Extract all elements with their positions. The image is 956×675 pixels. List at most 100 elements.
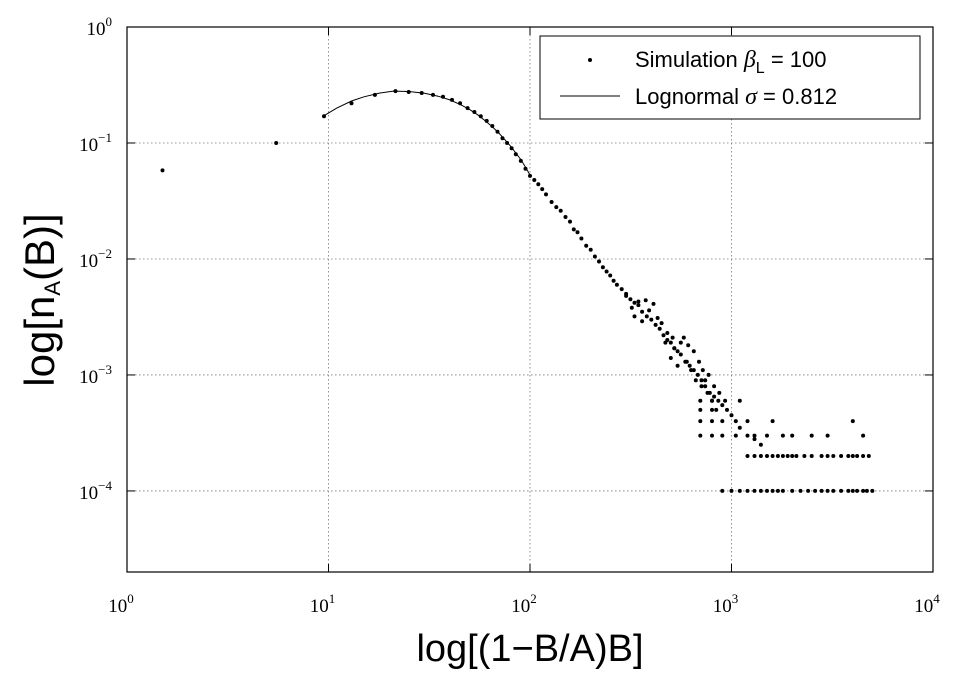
data-point <box>758 454 763 458</box>
data-point <box>720 433 725 438</box>
data-point <box>717 390 722 395</box>
data-point <box>544 192 548 197</box>
data-point <box>604 269 609 274</box>
data-point <box>653 322 658 327</box>
data-point <box>647 308 652 313</box>
data-point <box>850 419 855 424</box>
data-point <box>450 97 454 102</box>
data-point <box>745 433 750 438</box>
y-tick-label: 10−3 <box>79 362 112 388</box>
data-point <box>765 488 769 493</box>
data-point <box>794 454 799 458</box>
data-point <box>729 488 734 493</box>
data-point <box>720 419 725 424</box>
data-point <box>518 158 523 163</box>
data-point <box>697 359 701 364</box>
data-point <box>431 92 435 97</box>
data-point <box>636 303 641 308</box>
data-point <box>716 398 721 403</box>
data-point <box>785 454 790 458</box>
data-point <box>699 384 704 389</box>
data-point <box>839 488 844 493</box>
data-point <box>780 488 785 493</box>
x-tick-label: 102 <box>511 591 537 617</box>
data-point <box>765 433 769 438</box>
data-point <box>549 200 554 204</box>
data-point <box>770 454 775 458</box>
data-point <box>710 433 714 438</box>
data-point <box>725 407 729 412</box>
data-point <box>490 124 495 128</box>
data-point <box>655 316 660 320</box>
data-point <box>698 433 703 438</box>
data-point <box>632 314 637 319</box>
data-point <box>855 454 860 458</box>
data-point <box>714 407 719 412</box>
data-point <box>698 407 703 412</box>
data-point <box>419 91 424 95</box>
data-point <box>600 265 605 270</box>
data-point <box>693 378 698 383</box>
data-point <box>495 129 500 134</box>
data-point <box>798 488 803 493</box>
data-point <box>678 352 683 357</box>
data-point <box>712 394 717 399</box>
data-point <box>706 372 711 377</box>
data-point <box>809 433 814 438</box>
data-point <box>802 454 807 458</box>
data-point <box>745 454 750 458</box>
data-point <box>855 488 860 493</box>
data-point <box>441 94 445 99</box>
tick-labels: 100 101 102 103 104 100 10−1 10−2 10−3 10−4 <box>79 14 940 617</box>
data-point <box>712 384 717 389</box>
legend: Simulation βL = 100 Lognormal σ = 0.812 <box>539 35 921 120</box>
data-point <box>765 454 769 458</box>
data-point <box>790 454 795 458</box>
data-point <box>678 340 683 345</box>
data-point <box>681 335 686 340</box>
data-point <box>500 136 505 141</box>
data-point <box>839 454 844 458</box>
data-point <box>629 305 634 310</box>
data-point <box>675 363 680 368</box>
series-simulation <box>160 89 875 493</box>
data-point <box>737 398 742 403</box>
data-point <box>687 363 692 368</box>
grid-lines <box>127 27 933 572</box>
data-point <box>758 442 763 447</box>
data-point <box>775 454 780 458</box>
data-point <box>733 433 738 438</box>
data-point <box>752 454 757 458</box>
data-point <box>509 146 514 151</box>
data-point <box>710 419 714 424</box>
data-point <box>831 454 836 458</box>
data-point <box>813 488 818 493</box>
data-point <box>861 454 866 458</box>
data-point <box>850 488 855 493</box>
data-point <box>819 488 824 493</box>
data-point <box>699 378 704 383</box>
data-point <box>661 333 666 338</box>
data-point <box>536 182 541 187</box>
data-point <box>628 297 633 302</box>
x-tick-label: 101 <box>310 591 336 617</box>
data-point <box>790 433 795 438</box>
data-point <box>737 425 742 430</box>
y-tick-label: 10−4 <box>79 478 112 504</box>
data-point <box>532 178 537 182</box>
data-point <box>780 454 785 458</box>
legend-box <box>539 35 921 120</box>
data-point <box>737 488 742 493</box>
data-point <box>632 300 637 305</box>
data-point <box>274 141 279 145</box>
data-point <box>643 298 648 303</box>
data-point <box>691 349 696 354</box>
data-point <box>729 413 734 418</box>
data-point <box>668 340 673 345</box>
data-point <box>663 340 668 345</box>
data-point <box>597 259 601 264</box>
data-point <box>406 90 411 94</box>
data-point <box>372 92 377 97</box>
data-point <box>703 384 708 389</box>
data-point <box>703 378 708 383</box>
